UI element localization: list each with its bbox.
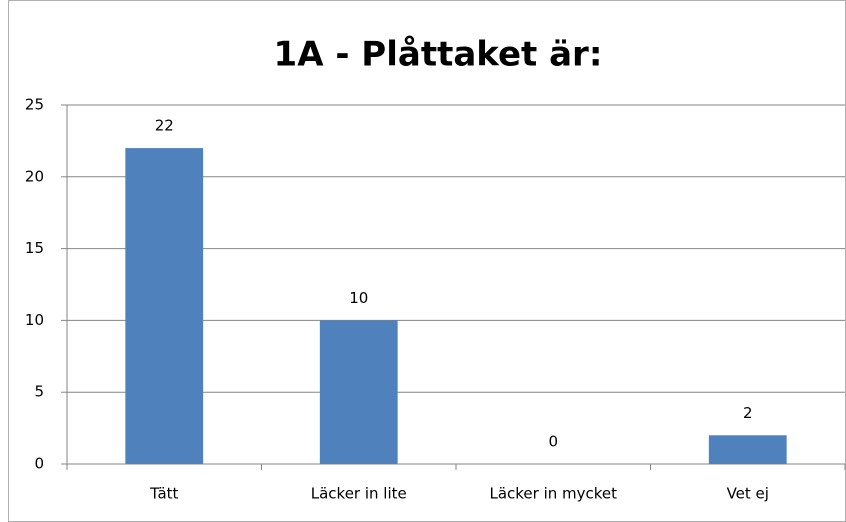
- x-tick-label: Vet ej: [727, 485, 769, 503]
- data-label: 2: [743, 404, 753, 422]
- bar: [125, 148, 204, 464]
- y-tick-label: 15: [25, 239, 44, 257]
- chart-title: 1A - Plåttaket är:: [274, 35, 603, 75]
- x-tick-label: Tätt: [149, 485, 178, 503]
- y-tick-label: 10: [25, 311, 44, 329]
- data-label: 22: [155, 117, 174, 135]
- y-tick-label: 0: [34, 455, 44, 473]
- bar: [319, 320, 398, 464]
- data-label: 10: [349, 289, 368, 307]
- y-tick-label: 20: [25, 167, 44, 185]
- x-tick-label: Läcker in mycket: [489, 485, 617, 503]
- bar: [708, 435, 787, 464]
- data-label: 0: [548, 433, 558, 451]
- y-tick-label: 25: [25, 96, 44, 114]
- y-tick-label: 5: [34, 383, 44, 401]
- x-tick-label: Läcker in lite: [311, 485, 407, 503]
